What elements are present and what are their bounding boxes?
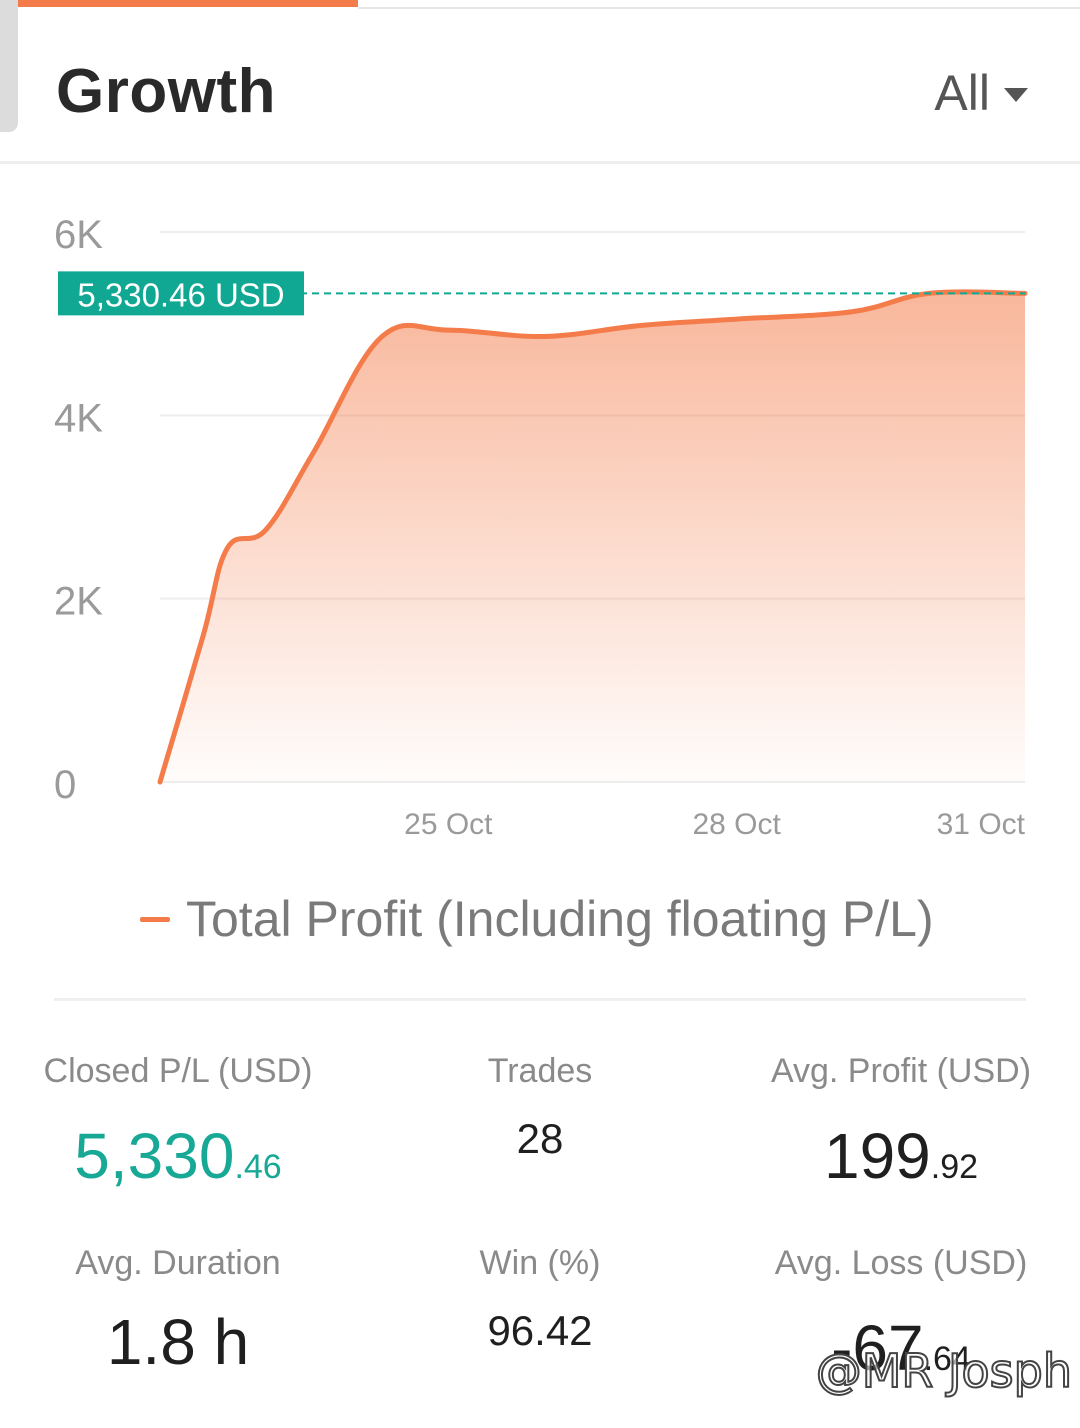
x-tick-label: 28 Oct [692, 808, 781, 841]
stat-label: Trades [487, 1052, 593, 1090]
stats-grid: Closed P/L (USD) 5,330.46 Trades 28 Avg.… [0, 1030, 1080, 1428]
y-tick-label: 2K [54, 580, 103, 624]
series-area [160, 291, 1025, 782]
watermark: @MR Josph [815, 1343, 1073, 1399]
stat-value: 1.8 h [106, 1306, 250, 1378]
y-tick-label: 6K [54, 213, 103, 257]
stat-value-dec: .92 [930, 1148, 979, 1186]
chart-legend: Total Profit (Including floating P/L) [140, 890, 934, 948]
stat-win: Win (%) 96.42 [440, 1244, 640, 1355]
stat-avg-loss: Avg. Loss (USD) -67.64 [770, 1244, 1032, 1385]
drag-handle[interactable] [0, 0, 18, 132]
current-value-label: 5,330.46 USD [77, 276, 284, 313]
active-tab-indicator [18, 0, 358, 7]
stat-trades: Trades 28 [440, 1052, 640, 1163]
growth-chart: 0 2K 4K 6K 25 Oct 28 Oct 31 Oct 5,330.46 USD [0, 164, 1080, 994]
stat-avg-duration: Avg. Duration 1.8 h [58, 1244, 298, 1379]
stat-value: 28 [516, 1115, 564, 1162]
stat-value-int: 5,330 [74, 1120, 235, 1192]
x-tick-label: 25 Oct [404, 808, 493, 841]
stat-value-dec: .46 [234, 1148, 282, 1186]
current-value-badge [58, 271, 304, 316]
stat-value-int: -67 [831, 1312, 924, 1384]
stat-value: 96.42 [487, 1307, 593, 1354]
stat-value: 5,330.46 [38, 1119, 318, 1193]
growth-chart-svg: 0 2K 4K 6K 25 Oct 28 Oct 31 Oct 5,330.46 USD [54, 213, 1028, 841]
stat-value-int: 199 [823, 1120, 931, 1192]
y-tick-label: 4K [54, 396, 103, 440]
tab-underline [358, 7, 1080, 9]
legend-label: Total Profit (Including floating P/L) [186, 891, 934, 947]
page-title: Growth [56, 57, 276, 126]
x-tick-label: 31 Oct [937, 808, 1026, 841]
header-divider [0, 161, 1080, 164]
chevron-down-icon [1004, 88, 1028, 102]
range-filter-dropdown[interactable]: All [934, 64, 1028, 122]
stat-value: -67.64 [770, 1311, 1032, 1385]
stat-label: Avg. Profit (USD) [770, 1052, 1032, 1090]
series-line [157, 289, 1028, 785]
stat-label: Win (%) [479, 1244, 601, 1282]
stat-value-dec: .64 [923, 1340, 971, 1378]
growth-header: Growth All [0, 20, 1080, 162]
stat-value: 199.92 [766, 1119, 1036, 1193]
section-divider [54, 998, 1026, 1001]
stat-label: Avg. Duration [75, 1244, 281, 1282]
stat-label: Closed P/L (USD) [43, 1052, 313, 1090]
range-filter-label: All [934, 65, 990, 121]
y-tick-label: 0 [54, 763, 76, 807]
stat-label: Avg. Loss (USD) [774, 1244, 1028, 1282]
stat-closed-pl: Closed P/L (USD) 5,330.46 [38, 1052, 318, 1193]
stat-avg-profit: Avg. Profit (USD) 199.92 [766, 1052, 1036, 1193]
legend-line-swatch [140, 916, 170, 922]
